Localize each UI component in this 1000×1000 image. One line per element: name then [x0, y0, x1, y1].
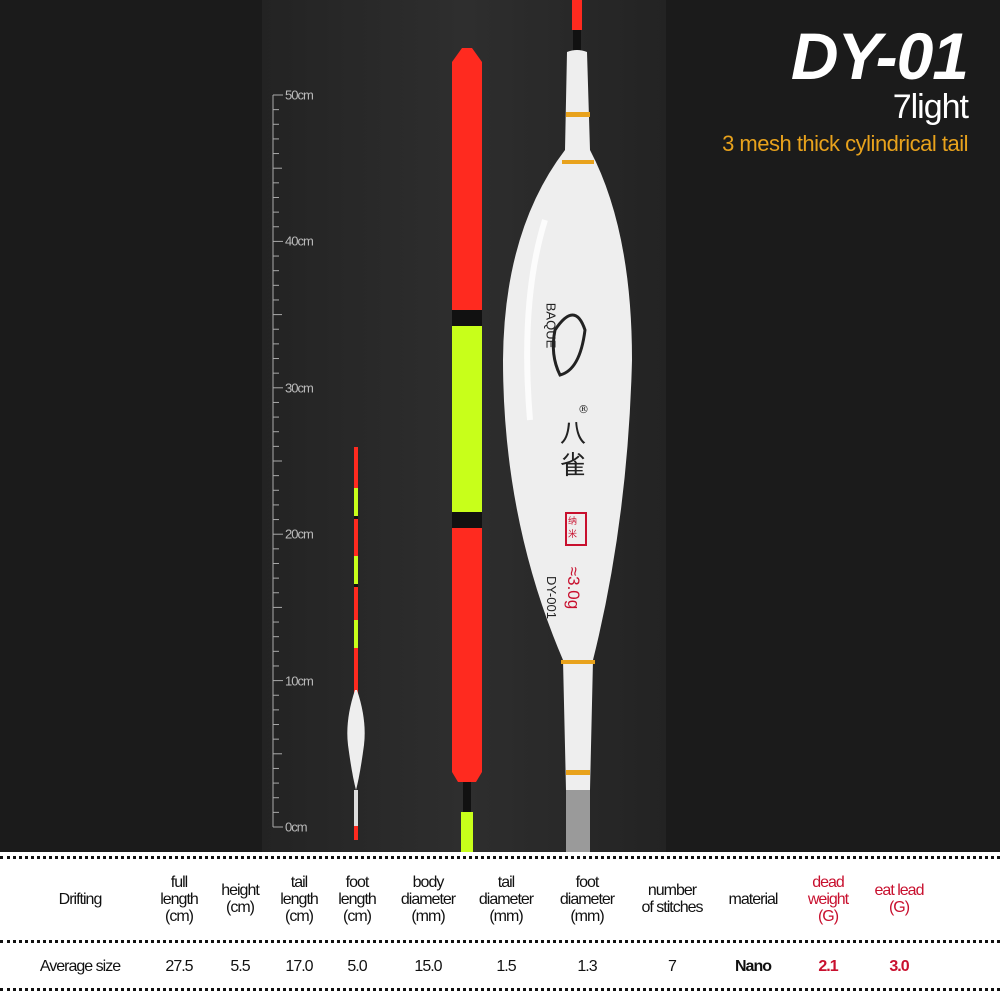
header-line: (mm)	[411, 907, 445, 925]
column-header: material	[728, 890, 779, 908]
ruler-label: 30cm	[285, 380, 314, 396]
table-cell: 27.5	[165, 958, 193, 975]
table-cell: 15.0	[414, 958, 442, 975]
ruler-label: 40cm	[285, 233, 314, 249]
stamp: 纳米	[568, 517, 578, 540]
chinese-name: 八雀	[560, 419, 587, 481]
header-line: (G)	[888, 899, 910, 916]
column-header: number of stitches	[641, 882, 703, 916]
product-hero: 50cm 40cm 30cm 20cm 10cm 0cm BAQUE ® 八雀 纳米 ≈3…	[0, 0, 1000, 852]
header-line: number	[647, 882, 697, 899]
column-header: foot diameter (mm)	[559, 873, 615, 925]
weight-label: ≈3.0g	[564, 566, 584, 610]
column-header: foot length (cm)	[338, 873, 377, 925]
header-line: (mm)	[489, 907, 523, 925]
ruler-label: 50cm	[285, 87, 314, 103]
table-cell: 5.0	[347, 958, 367, 975]
table-cell: 7	[668, 958, 677, 975]
float-illustration	[347, 0, 632, 852]
header-line: weight	[807, 890, 849, 908]
table-cell: 3.0	[889, 958, 909, 975]
column-header: eat lead (G)	[874, 882, 925, 916]
header-line: tail	[290, 873, 308, 891]
table-cell: Nano	[735, 958, 772, 975]
small-float	[347, 447, 365, 840]
table-cell: 2.1	[818, 958, 838, 975]
column-header: tail diameter (mm)	[478, 873, 534, 925]
header-line: diameter	[478, 890, 534, 908]
column-header: height (cm)	[221, 882, 260, 916]
float-body-closeup	[503, 0, 632, 852]
column-header: body diameter (mm)	[400, 873, 456, 925]
model-label: DY-001	[543, 576, 559, 619]
tail-closeup	[452, 48, 482, 852]
header-line: eat lead	[874, 882, 925, 899]
header-line: (cm)	[285, 907, 314, 925]
registered-mark: ®	[578, 403, 589, 416]
brand-text: BAQUE	[543, 302, 559, 349]
header-line: tail	[497, 873, 515, 891]
header-line: (G)	[817, 907, 839, 925]
column-header: Drifting	[58, 890, 103, 908]
ruler-label: 10cm	[285, 673, 314, 689]
product-description: 3 mesh thick cylindrical tail	[722, 131, 968, 156]
header-line: material	[728, 890, 779, 908]
header-line: foot	[345, 873, 370, 891]
table-cell: Average size	[39, 958, 121, 975]
header-line: (cm)	[343, 907, 372, 925]
ruler	[272, 94, 283, 828]
header-line: length	[160, 890, 199, 908]
ruler-label: 20cm	[285, 526, 314, 542]
header-line: dead	[812, 873, 845, 891]
column-header: full length (cm)	[160, 873, 199, 925]
header-line: length	[338, 890, 377, 908]
header-line: (cm)	[165, 907, 194, 925]
table-cell: 5.5	[230, 958, 250, 975]
header-line: diameter	[559, 890, 615, 908]
header-line: height	[221, 882, 260, 899]
header-line: of stitches	[641, 899, 703, 916]
header-line: Drifting	[58, 890, 103, 908]
column-header: dead weight (G)	[807, 873, 849, 925]
spec-table: Drifting full length (cm) height (cm) tail leng…	[0, 852, 1000, 1000]
product-subtitle: 7light	[892, 88, 969, 126]
header-line: full	[170, 873, 188, 891]
table-cell: 1.3	[577, 958, 597, 975]
header-line: (mm)	[570, 907, 604, 925]
header-line: (cm)	[226, 899, 255, 916]
header-line: foot	[575, 873, 600, 891]
header-line: diameter	[400, 890, 456, 908]
table-cell: 17.0	[285, 958, 313, 975]
ruler-label: 0cm	[285, 819, 308, 835]
header-line: body	[412, 873, 445, 891]
table-cell: 1.5	[496, 958, 516, 975]
header-line: length	[280, 890, 319, 908]
product-title: DY-01	[790, 19, 969, 93]
column-header: tail length (cm)	[280, 873, 319, 925]
